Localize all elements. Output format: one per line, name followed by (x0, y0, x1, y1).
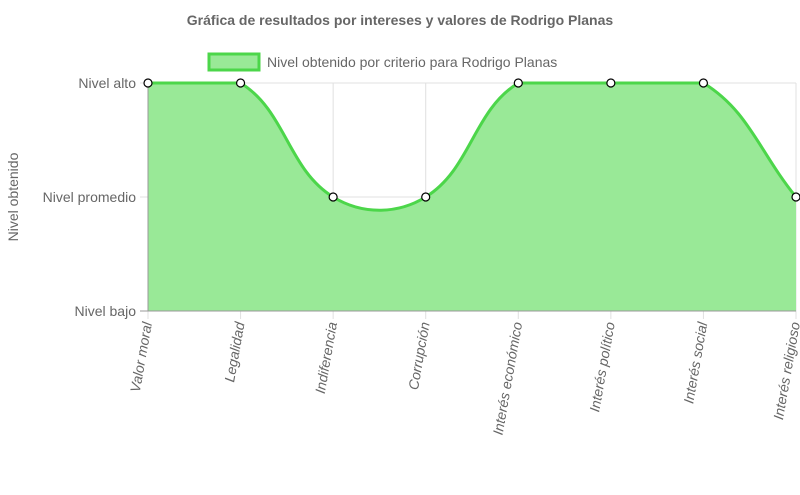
data-point[interactable] (143, 78, 153, 88)
data-point[interactable] (698, 78, 709, 88)
y-tick-label: Nivel alto (78, 75, 136, 91)
data-point[interactable] (606, 78, 616, 88)
data-point[interactable] (328, 192, 338, 202)
chart-title: Gráfica de resultados por intereses y va… (187, 12, 614, 28)
data-point[interactable] (791, 192, 800, 202)
x-tick-label: Indiferencia (312, 321, 340, 395)
y-axis-label: Nivel obtenido (5, 152, 21, 241)
area-layer (148, 81, 798, 311)
x-tick-label: Interés económico (490, 321, 526, 437)
x-tick-label: Interés político (586, 321, 618, 414)
legend-swatch (207, 52, 261, 72)
x-tick-label: Corrupción (405, 321, 433, 391)
series-area (148, 83, 796, 311)
data-point[interactable] (421, 192, 431, 202)
x-ticks: Valor moral Legalidad Indiferencia Corrupci… (127, 320, 800, 437)
data-point[interactable] (513, 78, 523, 88)
x-tick-label: Interés religioso (770, 321, 800, 421)
data-point[interactable] (235, 78, 246, 88)
legend[interactable]: Nivel obtenido por criterio para Rodrigo… (207, 52, 557, 72)
y-ticks: Nivel alto Nivel promedio Nivel bajo (43, 75, 137, 319)
x-tick-label: Valor moral (127, 320, 155, 394)
x-tick-label: Legalidad (221, 320, 248, 384)
y-tick-label: Nivel promedio (43, 189, 137, 205)
axis-layer (140, 83, 796, 312)
points-layer (143, 78, 800, 202)
y-tick-label: Nivel bajo (75, 303, 137, 319)
x-tick-label: Interés social (680, 320, 710, 405)
legend-label: Nivel obtenido por criterio para Rodrigo… (267, 54, 557, 70)
